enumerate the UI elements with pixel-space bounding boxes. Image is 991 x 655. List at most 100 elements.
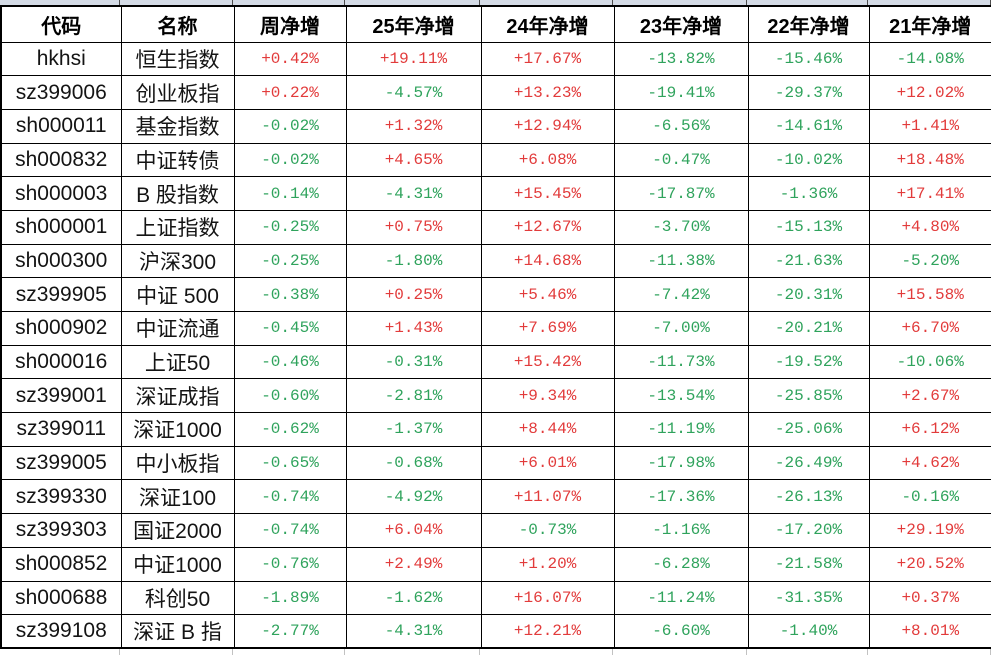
cell-name[interactable]: B 股指数 [120, 176, 235, 211]
cell-code[interactable]: sh000902 [0, 311, 122, 346]
cell-value[interactable]: -17.20% [747, 513, 870, 548]
cell-code[interactable]: sz399905 [0, 277, 122, 312]
cell-value[interactable]: -11.73% [613, 344, 749, 380]
cell-name[interactable]: 中证 500 [120, 277, 235, 312]
cell-value[interactable]: -25.85% [747, 378, 870, 414]
cell-name[interactable]: 基金指数 [120, 108, 235, 144]
cell-value[interactable]: -11.38% [613, 243, 749, 279]
cell-value[interactable]: -1.40% [747, 614, 870, 649]
cell-name[interactable]: 中小板指 [120, 445, 235, 481]
cell-value[interactable]: -4.57% [345, 75, 482, 110]
cell-code[interactable]: sz399006 [0, 75, 122, 110]
cell-value[interactable]: -14.08% [868, 41, 991, 77]
cell-value[interactable]: -20.31% [747, 277, 870, 312]
cell-value[interactable]: +20.52% [868, 546, 991, 582]
cell-value[interactable]: -0.02% [233, 142, 347, 178]
cell-value[interactable]: -1.62% [345, 580, 482, 616]
cell-name[interactable]: 深证成指 [120, 378, 235, 414]
cell-value[interactable]: -1.36% [747, 176, 870, 211]
cell-value[interactable]: -4.92% [345, 479, 482, 515]
cell-value[interactable]: -0.14% [233, 176, 347, 211]
cell-code[interactable]: sz399011 [0, 412, 122, 447]
cell-value[interactable]: +4.62% [868, 445, 991, 481]
cell-code[interactable]: sz399303 [0, 513, 122, 548]
cell-value[interactable]: -0.38% [233, 277, 347, 312]
cell-value[interactable]: +13.23% [480, 75, 615, 110]
cell-value[interactable]: +6.04% [345, 513, 482, 548]
cell-value[interactable]: -15.46% [747, 41, 870, 77]
cell-value[interactable]: -19.52% [747, 344, 870, 380]
cell-value[interactable]: -0.60% [233, 378, 347, 414]
cell-value[interactable]: +6.08% [480, 142, 615, 178]
column-header[interactable]: 周净增 [233, 5, 347, 43]
cell-name[interactable]: 国证2000 [120, 513, 235, 548]
cell-value[interactable]: +17.67% [480, 41, 615, 77]
column-header[interactable]: 21年净增 [868, 5, 991, 43]
cell-code[interactable]: sh000003 [0, 176, 122, 211]
cell-value[interactable]: -31.35% [747, 580, 870, 616]
cell-value[interactable]: +4.65% [345, 142, 482, 178]
cell-value[interactable]: -20.21% [747, 311, 870, 346]
cell-value[interactable]: -2.81% [345, 378, 482, 414]
cell-value[interactable]: -21.63% [747, 243, 870, 279]
cell-value[interactable]: -0.45% [233, 311, 347, 346]
cell-name[interactable]: 中证转债 [120, 142, 235, 178]
cell-value[interactable]: -0.73% [480, 513, 615, 548]
cell-value[interactable]: +1.20% [480, 546, 615, 582]
cell-value[interactable]: -0.65% [233, 445, 347, 481]
cell-value[interactable]: -17.98% [613, 445, 749, 481]
cell-name[interactable]: 中证1000 [120, 546, 235, 582]
cell-value[interactable]: -1.37% [345, 412, 482, 447]
cell-value[interactable]: -15.13% [747, 209, 870, 245]
cell-value[interactable]: +6.01% [480, 445, 615, 481]
cell-value[interactable]: +14.68% [480, 243, 615, 279]
cell-value[interactable]: +0.22% [233, 75, 347, 110]
cell-value[interactable]: +15.45% [480, 176, 615, 211]
cell-value[interactable]: -0.74% [233, 513, 347, 548]
column-header[interactable]: 22年净增 [747, 5, 870, 43]
cell-value[interactable]: +17.41% [868, 176, 991, 211]
cell-value[interactable]: +5.46% [480, 277, 615, 312]
cell-value[interactable]: -0.02% [233, 108, 347, 144]
cell-value[interactable]: +2.49% [345, 546, 482, 582]
cell-code[interactable]: sh000011 [0, 108, 122, 144]
column-header[interactable]: 24年净增 [480, 5, 615, 43]
cell-value[interactable]: -14.61% [747, 108, 870, 144]
cell-value[interactable]: +18.48% [868, 142, 991, 178]
cell-name[interactable]: 上证50 [120, 344, 235, 380]
cell-value[interactable]: -7.42% [613, 277, 749, 312]
cell-value[interactable]: +9.34% [480, 378, 615, 414]
cell-value[interactable]: +16.07% [480, 580, 615, 616]
cell-value[interactable]: -4.31% [345, 614, 482, 649]
cell-value[interactable]: -0.16% [868, 479, 991, 515]
cell-value[interactable]: -6.56% [613, 108, 749, 144]
cell-value[interactable]: +0.42% [233, 41, 347, 77]
cell-value[interactable]: -13.82% [613, 41, 749, 77]
cell-value[interactable]: +6.70% [868, 311, 991, 346]
cell-name[interactable]: 创业板指 [120, 75, 235, 110]
cell-code[interactable]: sh000300 [0, 243, 122, 279]
cell-code[interactable]: sh000852 [0, 546, 122, 582]
cell-value[interactable]: -0.31% [345, 344, 482, 380]
cell-value[interactable]: +12.21% [480, 614, 615, 649]
cell-value[interactable]: -17.36% [613, 479, 749, 515]
cell-name[interactable]: 深证1000 [120, 412, 235, 447]
cell-value[interactable]: -6.28% [613, 546, 749, 582]
column-header[interactable]: 23年净增 [613, 5, 749, 43]
cell-value[interactable]: +1.43% [345, 311, 482, 346]
cell-value[interactable]: -26.49% [747, 445, 870, 481]
cell-value[interactable]: -25.06% [747, 412, 870, 447]
cell-value[interactable]: +7.69% [480, 311, 615, 346]
cell-name[interactable]: 沪深300 [120, 243, 235, 279]
cell-value[interactable]: +15.42% [480, 344, 615, 380]
cell-name[interactable]: 中证流通 [120, 311, 235, 346]
cell-value[interactable]: -10.02% [747, 142, 870, 178]
column-header[interactable]: 代码 [0, 5, 122, 43]
cell-value[interactable]: -0.25% [233, 209, 347, 245]
cell-name[interactable]: 上证指数 [120, 209, 235, 245]
column-header[interactable]: 25年净增 [345, 5, 482, 43]
cell-value[interactable]: -0.76% [233, 546, 347, 582]
cell-value[interactable]: -0.46% [233, 344, 347, 380]
cell-value[interactable]: -1.80% [345, 243, 482, 279]
cell-value[interactable]: +11.07% [480, 479, 615, 515]
